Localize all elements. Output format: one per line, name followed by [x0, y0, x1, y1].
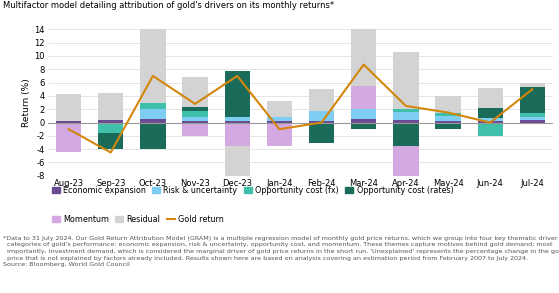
- Bar: [351, 23, 376, 86]
- Bar: [267, 122, 292, 146]
- Bar: [393, 112, 419, 120]
- Bar: [435, 122, 461, 129]
- Bar: [477, 122, 503, 136]
- Bar: [435, 116, 461, 120]
- Bar: [225, 71, 250, 117]
- Bar: [309, 122, 334, 142]
- Bar: [225, 146, 250, 179]
- Bar: [182, 117, 208, 120]
- Bar: [520, 83, 545, 86]
- Bar: [477, 121, 503, 122]
- Text: *Data to 31 July 2024. Our Gold Return Attribution Model (GRAM) is a multiple re: *Data to 31 July 2024. Our Gold Return A…: [3, 236, 559, 267]
- Bar: [393, 146, 419, 184]
- Bar: [351, 86, 376, 109]
- Bar: [56, 120, 81, 122]
- Bar: [393, 52, 419, 108]
- Bar: [393, 108, 419, 112]
- Bar: [182, 110, 208, 117]
- Bar: [309, 88, 334, 110]
- Bar: [98, 122, 124, 132]
- Bar: [225, 122, 250, 146]
- Bar: [98, 132, 124, 149]
- Bar: [435, 96, 461, 113]
- Bar: [182, 122, 208, 136]
- Y-axis label: Return (%): Return (%): [22, 78, 31, 127]
- Bar: [393, 120, 419, 122]
- Bar: [182, 107, 208, 110]
- Bar: [477, 108, 503, 118]
- Bar: [182, 120, 208, 122]
- Bar: [225, 120, 250, 122]
- Bar: [477, 88, 503, 108]
- Bar: [351, 119, 376, 122]
- Bar: [435, 120, 461, 122]
- Bar: [520, 120, 545, 122]
- Bar: [225, 117, 250, 120]
- Legend: Economic expansion, Risk & uncertainty, Opportunity cost (fx), Opportunity cost : Economic expansion, Risk & uncertainty, …: [51, 186, 453, 195]
- Bar: [309, 120, 334, 122]
- Legend: Momentum, Residual, Gold return: Momentum, Residual, Gold return: [51, 215, 224, 224]
- Bar: [520, 117, 545, 120]
- Bar: [140, 103, 165, 109]
- Bar: [182, 77, 208, 107]
- Bar: [56, 94, 81, 120]
- Bar: [351, 122, 376, 129]
- Bar: [98, 120, 124, 122]
- Bar: [140, 122, 165, 149]
- Bar: [309, 110, 334, 120]
- Bar: [98, 93, 124, 120]
- Bar: [140, 119, 165, 122]
- Bar: [267, 100, 292, 117]
- Bar: [267, 117, 292, 120]
- Text: Multifactor model detailing attribution of gold's drivers on its monthly returns: Multifactor model detailing attribution …: [3, 1, 334, 11]
- Bar: [520, 113, 545, 117]
- Bar: [140, 29, 165, 103]
- Bar: [393, 122, 419, 146]
- Bar: [477, 118, 503, 121]
- Bar: [140, 109, 165, 119]
- Bar: [435, 113, 461, 116]
- Bar: [267, 120, 292, 122]
- Bar: [520, 86, 545, 113]
- Bar: [351, 109, 376, 119]
- Bar: [56, 122, 81, 152]
